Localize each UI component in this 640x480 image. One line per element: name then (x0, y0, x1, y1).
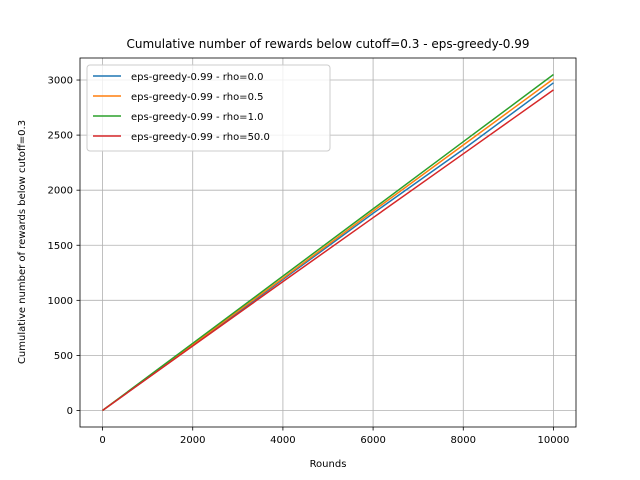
y-tick-label: 1000 (48, 296, 73, 307)
x-axis-ticks: 0 2000 4000 6000 8000 10000 (99, 427, 569, 446)
x-tick-label: 4000 (270, 435, 295, 446)
y-axis-title: Cumulative number of rewards below cutof… (17, 120, 28, 364)
y-tick-label: 1500 (48, 241, 73, 252)
series-line-3 (102, 73, 554, 412)
x-tick-label: 10000 (538, 435, 570, 446)
y-tick-label: 2000 (48, 186, 73, 197)
x-tick-label: 8000 (451, 435, 476, 446)
plot-frame (79, 57, 577, 428)
chart-title: Cumulative number of rewards below cutof… (126, 37, 529, 51)
legend-label: eps-greedy-0.99 - rho=50.0 (131, 132, 270, 143)
y-tick-label: 2500 (48, 131, 73, 142)
y-tick-label: 3000 (48, 76, 73, 87)
y-tick-label: 0 (67, 406, 73, 417)
legend: eps-greedy-0.99 - rho=0.0 eps-greedy-0.99… (86, 64, 331, 152)
legend-label: eps-greedy-0.99 - rho=0.0 (131, 72, 263, 83)
series-lines (102, 73, 554, 412)
x-tick-label: 0 (99, 435, 105, 446)
y-tick-label: 500 (54, 351, 73, 362)
x-tick-label: 2000 (180, 435, 205, 446)
x-tick-label: 6000 (360, 435, 385, 446)
legend-label: eps-greedy-0.99 - rho=1.0 (131, 112, 263, 123)
y-axis-ticks: 0 500 1000 1500 2000 2500 3000 (48, 76, 80, 417)
x-axis-title: Rounds (310, 459, 347, 470)
legend-box (86, 64, 331, 152)
series-line-4 (102, 89, 554, 412)
legend-label: eps-greedy-0.99 - rho=0.5 (131, 92, 263, 103)
